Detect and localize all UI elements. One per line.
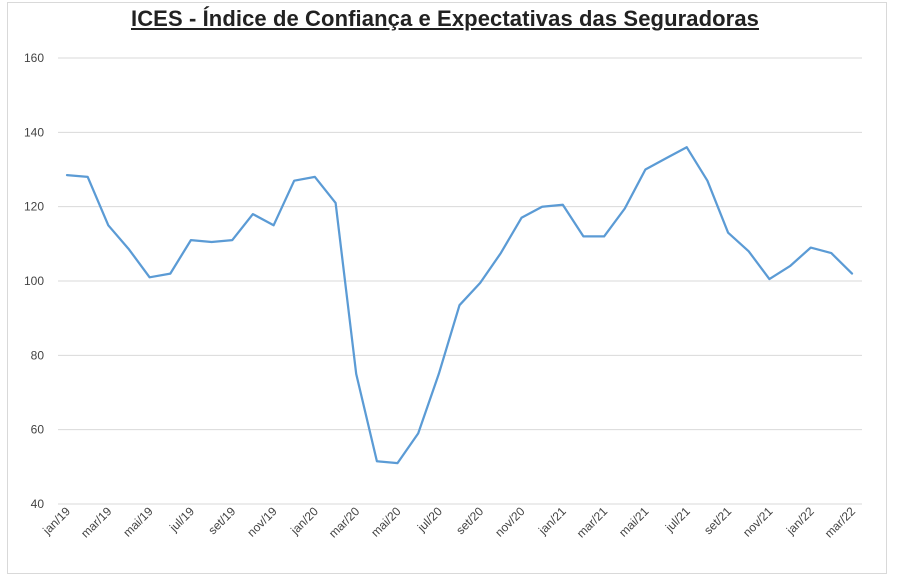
y-tick-label: 60 [31, 423, 45, 437]
x-tick-label: nov/21 [740, 504, 776, 540]
x-tick-label: mar/19 [78, 504, 115, 541]
series-line-ices [65, 146, 854, 465]
x-tick-label: nov/19 [244, 504, 280, 540]
chart-frame [7, 2, 887, 574]
x-tick-label: jul/20 [414, 504, 445, 535]
y-tick-label: 80 [31, 348, 45, 362]
x-tick-label: nov/20 [492, 504, 528, 540]
chart-title: ICES - Índice de Confiança e Expectativa… [130, 6, 760, 31]
x-tick-label: mar/20 [326, 504, 363, 541]
series-layer [65, 146, 854, 465]
y-tick-label: 120 [24, 200, 44, 214]
y-tick-label: 160 [24, 51, 44, 65]
y-tick-label: 100 [24, 274, 44, 288]
x-tick-label: mai/19 [120, 504, 156, 540]
y-tick-label: 40 [31, 497, 45, 511]
x-tick-label: jul/21 [662, 504, 693, 535]
y-tick-label: 140 [24, 125, 44, 139]
x-tick-label: set/19 [205, 504, 238, 537]
x-tick-label: jan/22 [783, 504, 817, 538]
x-tick-label: mai/20 [368, 504, 404, 540]
y-axis-ticks: 40 60 80 100 120 140 160 [24, 51, 44, 511]
x-tick-label: mar/21 [574, 504, 611, 541]
x-tick-label: set/21 [701, 504, 734, 537]
x-tick-label: jan/20 [287, 504, 321, 538]
x-tick-label: mar/22 [822, 504, 859, 541]
x-tick-label: jan/21 [535, 504, 569, 538]
x-axis-ticks: jan/19 mar/19 mai/19 jul/19 set/19 nov/19 jan/… [39, 504, 858, 541]
gridlines [58, 57, 862, 505]
x-tick-label: mai/21 [616, 504, 652, 540]
x-tick-label: set/20 [453, 504, 486, 537]
x-tick-label: jul/19 [166, 504, 197, 535]
x-tick-label: jan/19 [39, 504, 73, 538]
